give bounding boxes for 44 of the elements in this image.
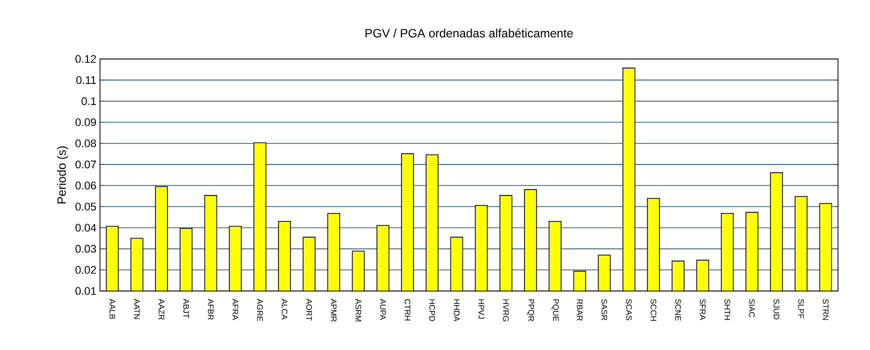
y-tick-label: 0.1: [82, 97, 96, 106]
x-tick-label: SCNE: [675, 299, 681, 321]
x-tick-label: CTRH: [404, 299, 410, 320]
x-tick-label: SLPF: [798, 299, 804, 318]
x-tick-label: HPVJ: [478, 299, 484, 319]
x-tick-label: AATN: [134, 298, 140, 319]
x-tick-label: HVRG: [503, 299, 509, 322]
x-tick-label: AALB: [110, 298, 116, 319]
x-tick-label: AUPA: [380, 298, 386, 320]
x-tick-label: STRN: [822, 299, 829, 320]
x-tick-label: RBAR: [576, 299, 582, 321]
y-tick-label: 0.12: [75, 55, 96, 63]
x-tick-label: HCPD: [429, 299, 435, 322]
y-tick-label: 0.07: [75, 160, 96, 168]
x-tick-label: SCCH: [650, 299, 656, 321]
x-tick-label: SFRA: [700, 299, 706, 320]
x-tick-label: HHDA: [454, 299, 460, 322]
x-tick-label: SHTH: [724, 299, 730, 320]
y-tick-label: 0.02: [75, 266, 96, 274]
x-tick-label: AAZR: [158, 298, 164, 320]
x-tick-label: PPQR: [526, 299, 534, 322]
y-tick-label: 0.01: [75, 287, 96, 295]
chart-title: PGV / PGA ordenadas alfabéticamente: [366, 28, 573, 38]
x-tick-label: SASR: [601, 299, 608, 320]
x-tick-label: PQUE: [552, 299, 559, 322]
y-tick-label: 0.06: [75, 182, 96, 190]
x-tick-label: ALCA: [282, 298, 288, 320]
x-tick-label: ASRM: [355, 298, 362, 322]
x-tick-label: AFRA: [232, 298, 238, 320]
y-tick-label: 0.11: [76, 76, 96, 84]
x-tick-label: ABJT: [183, 298, 189, 318]
x-tick-label: SIAC: [749, 299, 755, 318]
y-tick-label: 0.05: [75, 202, 96, 211]
x-tick-label: AORT: [306, 298, 312, 321]
x-tick-label: SCAS: [626, 299, 632, 320]
y-tick-label: 0.09: [75, 118, 96, 126]
x-tick-label: SJUD: [774, 299, 780, 320]
x-tick-label: AFBR: [208, 298, 214, 320]
y-axis-title: Periodo (s): [57, 146, 68, 204]
y-tick-label: 0.04: [75, 224, 96, 232]
y-tick-label: 0.08: [75, 139, 96, 148]
y-tick-label: 0.03: [75, 244, 96, 253]
x-tick-label: AGRE: [257, 298, 263, 322]
x-tick-label: APMR: [330, 298, 336, 322]
